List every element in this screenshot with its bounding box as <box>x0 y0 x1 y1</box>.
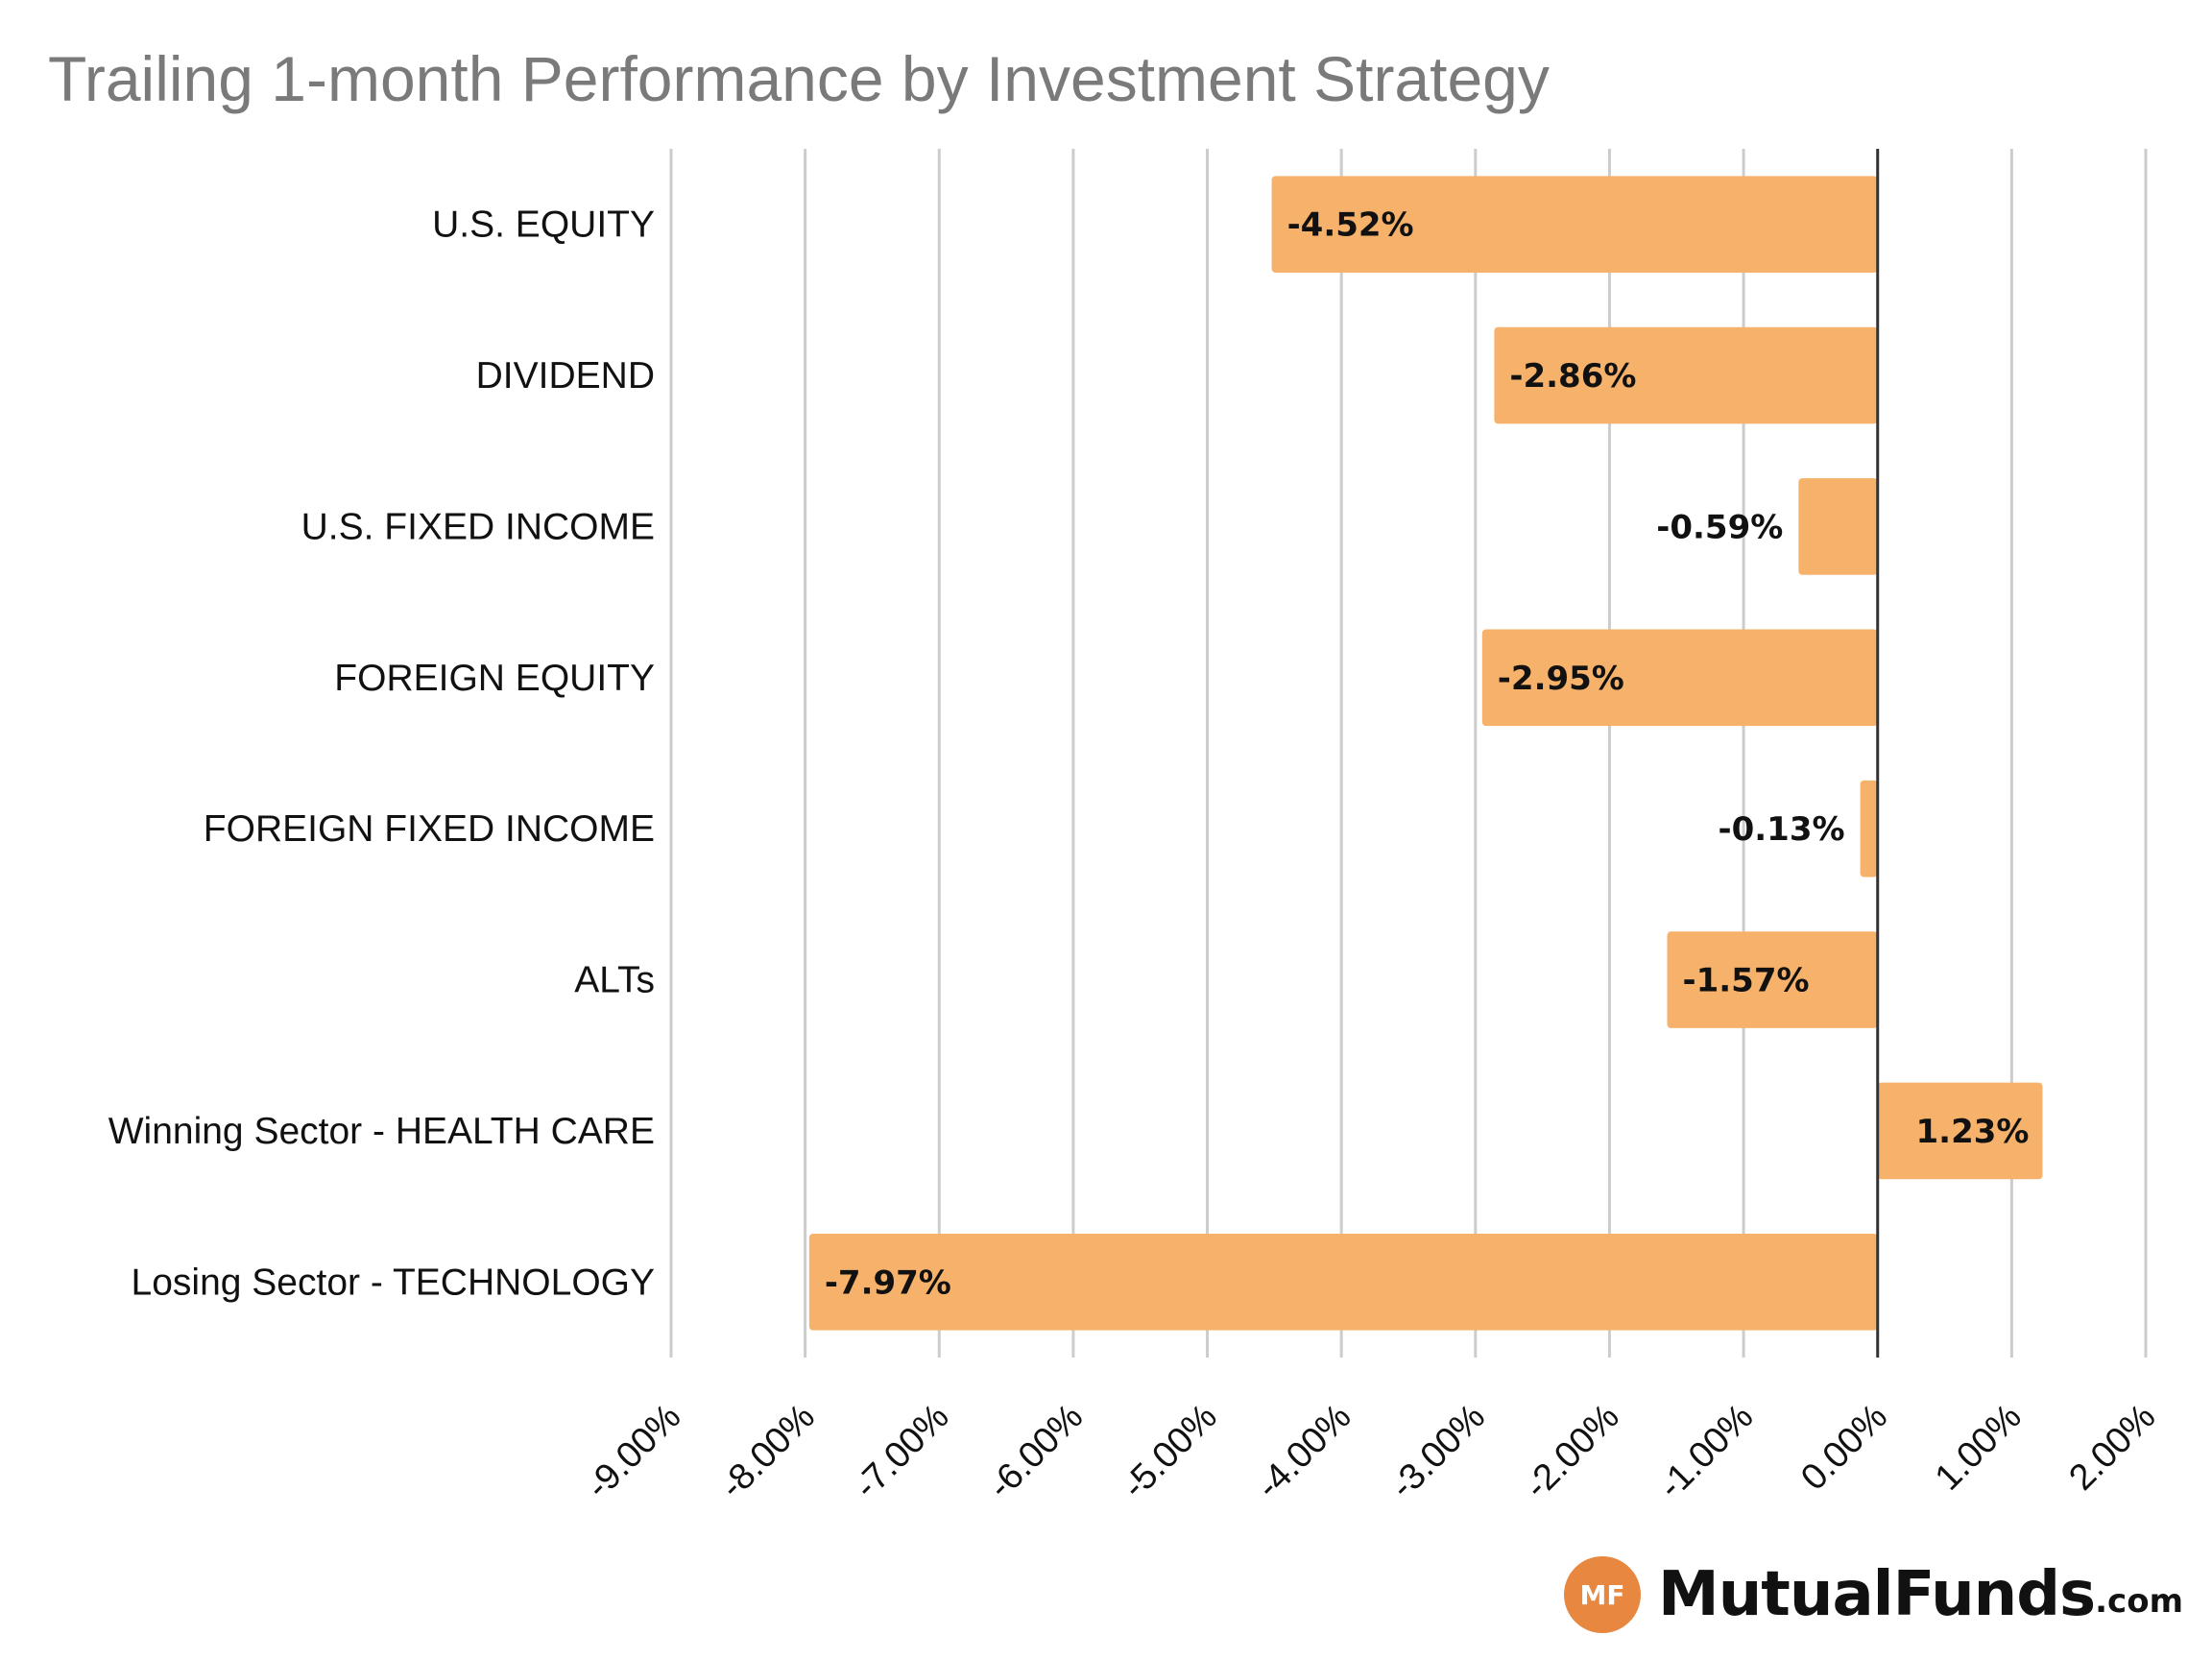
value-labels: -4.52% -2.86% -0.59% -2.95% -0.13% -1.57% 1.23… <box>825 206 2030 1303</box>
x-tick-label: -3.00% <box>1382 1397 1493 1507</box>
value-label: -2.95% <box>1498 660 1624 698</box>
logo-name: MutualFunds <box>1658 1559 2096 1630</box>
x-tick-label: -5.00% <box>1115 1397 1225 1507</box>
x-tick-label: 1.00% <box>1928 1397 2030 1499</box>
x-tick-label: -4.00% <box>1249 1397 1359 1507</box>
bar <box>1798 478 1878 575</box>
value-label: -0.13% <box>1718 810 1844 849</box>
x-tick-label: -6.00% <box>980 1397 1091 1507</box>
bar <box>1860 780 1878 878</box>
x-tick-label: 2.00% <box>2061 1397 2163 1499</box>
category-label: FOREIGN EQUITY <box>334 658 655 699</box>
mutualfunds-logo: MF MutualFunds .com <box>1564 1551 2183 1638</box>
category-label: ALTs <box>574 960 655 1001</box>
value-label: -2.86% <box>1509 357 1636 396</box>
category-labels: U.S. EQUITY DIVIDEND U.S. FIXED INCOME FORE… <box>108 204 655 1304</box>
bar <box>1481 629 1878 727</box>
bar <box>808 1233 1878 1331</box>
value-label: -1.57% <box>1682 962 1809 1000</box>
bar <box>1494 326 1878 424</box>
value-label: -0.59% <box>1656 508 1783 546</box>
value-label: -7.97% <box>825 1263 951 1302</box>
category-label: FOREIGN FIXED INCOME <box>204 808 655 850</box>
x-tick-label: -9.00% <box>579 1397 689 1507</box>
category-label: Losing Sector - TECHNOLOGY <box>132 1262 655 1303</box>
bars <box>808 176 2043 1331</box>
x-tick-label: -7.00% <box>847 1397 957 1507</box>
category-label: U.S. EQUITY <box>432 204 655 246</box>
category-label: DIVIDEND <box>476 355 655 397</box>
value-label: 1.23% <box>1916 1113 2030 1151</box>
category-label: U.S. FIXED INCOME <box>301 506 655 547</box>
x-tick-label: -8.00% <box>712 1397 823 1507</box>
x-tick-label: -2.00% <box>1517 1397 1627 1507</box>
logo-tld: .com <box>2095 1582 2183 1621</box>
bar <box>1667 931 1878 1028</box>
x-tick-label: -1.00% <box>1651 1397 1762 1507</box>
category-label: Winning Sector - HEALTH CARE <box>108 1111 655 1152</box>
chart-title: Trailing 1-month Performance by Investme… <box>48 43 1550 114</box>
x-tick-label: 0.00% <box>1793 1397 1895 1499</box>
bar <box>1877 1082 2043 1180</box>
value-label: -4.52% <box>1287 206 1414 245</box>
bar <box>1271 176 1878 274</box>
x-tick-labels: -9.00% -8.00% -7.00% -6.00% -5.00% -4.00% -3.0… <box>579 1397 2164 1507</box>
logo-badge-icon: MF <box>1564 1556 1642 1633</box>
